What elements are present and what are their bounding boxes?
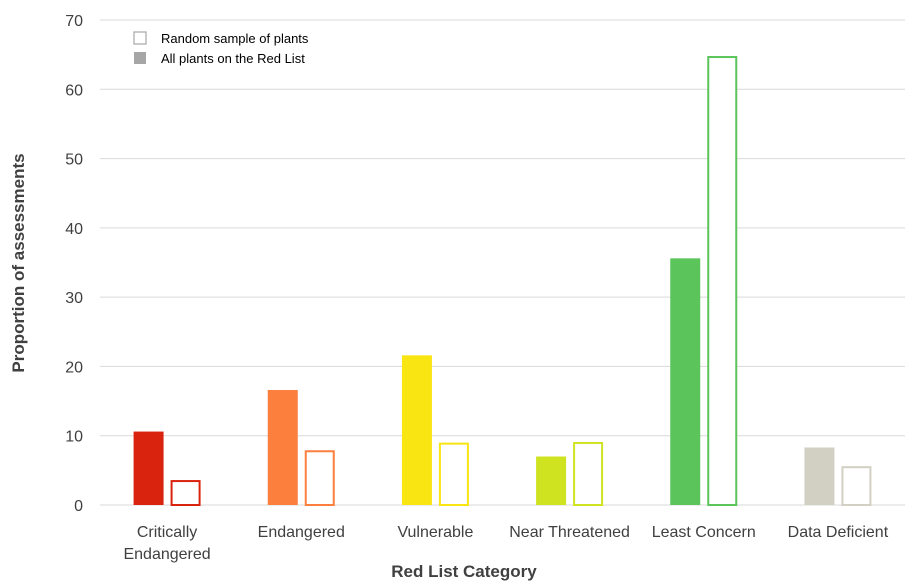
bar-random-sample bbox=[438, 442, 469, 506]
gridlines bbox=[100, 19, 905, 437]
bar-all-plants bbox=[133, 431, 164, 505]
legend-label: Random sample of plants bbox=[161, 31, 309, 46]
legend-swatch-all-plants bbox=[134, 52, 146, 64]
y-tick-label: 0 bbox=[74, 498, 83, 515]
x-category-label: Critically bbox=[137, 524, 197, 541]
bar-all-plants bbox=[401, 355, 432, 505]
x-category-label: Endangered bbox=[123, 546, 210, 563]
y-tick-label: 50 bbox=[65, 152, 83, 169]
y-tick-label: 30 bbox=[65, 290, 83, 307]
bar-random-sample bbox=[573, 441, 604, 507]
y-tick-label: 10 bbox=[65, 429, 83, 446]
bar-all-plants bbox=[670, 258, 701, 505]
bar-all-plants bbox=[536, 456, 567, 505]
x-category-label: Least Concern bbox=[652, 524, 756, 541]
x-category-label: Data Deficient bbox=[788, 524, 889, 541]
y-axis-ticks: 0 10 20 30 40 50 60 70 bbox=[65, 13, 83, 515]
bar-random-sample bbox=[841, 466, 872, 507]
x-axis-categories: Critically Endangered Endangered Vulnerable… bbox=[123, 524, 888, 563]
bar-random-sample bbox=[707, 56, 738, 507]
y-tick-label: 70 bbox=[65, 13, 83, 30]
legend: Random sample of plants All plants on the… bbox=[133, 31, 309, 66]
y-axis-title: Proportion of assessments bbox=[9, 153, 28, 372]
x-axis-title: Red List Category bbox=[391, 562, 537, 581]
x-category-label: Near Threatened bbox=[509, 524, 630, 541]
bars bbox=[133, 56, 872, 507]
bar-random-sample bbox=[170, 480, 201, 506]
bar-all-plants bbox=[804, 447, 835, 505]
legend-label: All plants on the Red List bbox=[161, 51, 305, 66]
x-category-label: Vulnerable bbox=[397, 524, 473, 541]
bar-random-sample bbox=[304, 450, 335, 506]
legend-swatch-random-sample bbox=[133, 31, 147, 45]
y-tick-label: 20 bbox=[65, 359, 83, 376]
y-tick-label: 40 bbox=[65, 221, 83, 238]
bar-all-plants bbox=[267, 389, 298, 505]
x-category-label: Endangered bbox=[258, 524, 345, 541]
y-tick-label: 60 bbox=[65, 82, 83, 99]
